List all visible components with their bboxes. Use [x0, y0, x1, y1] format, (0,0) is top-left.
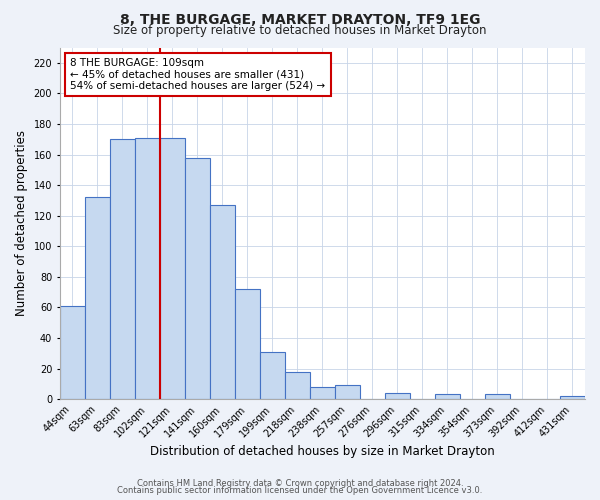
Bar — [160, 138, 185, 399]
Bar — [185, 158, 210, 399]
Text: 8, THE BURGAGE, MARKET DRAYTON, TF9 1EG: 8, THE BURGAGE, MARKET DRAYTON, TF9 1EG — [120, 12, 480, 26]
Text: Contains public sector information licensed under the Open Government Licence v3: Contains public sector information licen… — [118, 486, 482, 495]
Bar — [85, 198, 110, 399]
Text: Contains HM Land Registry data © Crown copyright and database right 2024.: Contains HM Land Registry data © Crown c… — [137, 478, 463, 488]
Bar — [560, 396, 585, 399]
Bar — [485, 394, 510, 399]
X-axis label: Distribution of detached houses by size in Market Drayton: Distribution of detached houses by size … — [150, 444, 495, 458]
Bar — [60, 306, 85, 399]
Text: Size of property relative to detached houses in Market Drayton: Size of property relative to detached ho… — [113, 24, 487, 37]
Bar — [435, 394, 460, 399]
Bar — [260, 352, 285, 399]
Bar — [310, 387, 335, 399]
Bar — [210, 205, 235, 399]
Bar — [135, 138, 160, 399]
Y-axis label: Number of detached properties: Number of detached properties — [15, 130, 28, 316]
Text: 8 THE BURGAGE: 109sqm
← 45% of detached houses are smaller (431)
54% of semi-det: 8 THE BURGAGE: 109sqm ← 45% of detached … — [70, 58, 325, 91]
Bar — [385, 393, 410, 399]
Bar — [110, 139, 135, 399]
Bar — [235, 289, 260, 399]
Bar — [335, 386, 360, 399]
Bar — [285, 372, 310, 399]
